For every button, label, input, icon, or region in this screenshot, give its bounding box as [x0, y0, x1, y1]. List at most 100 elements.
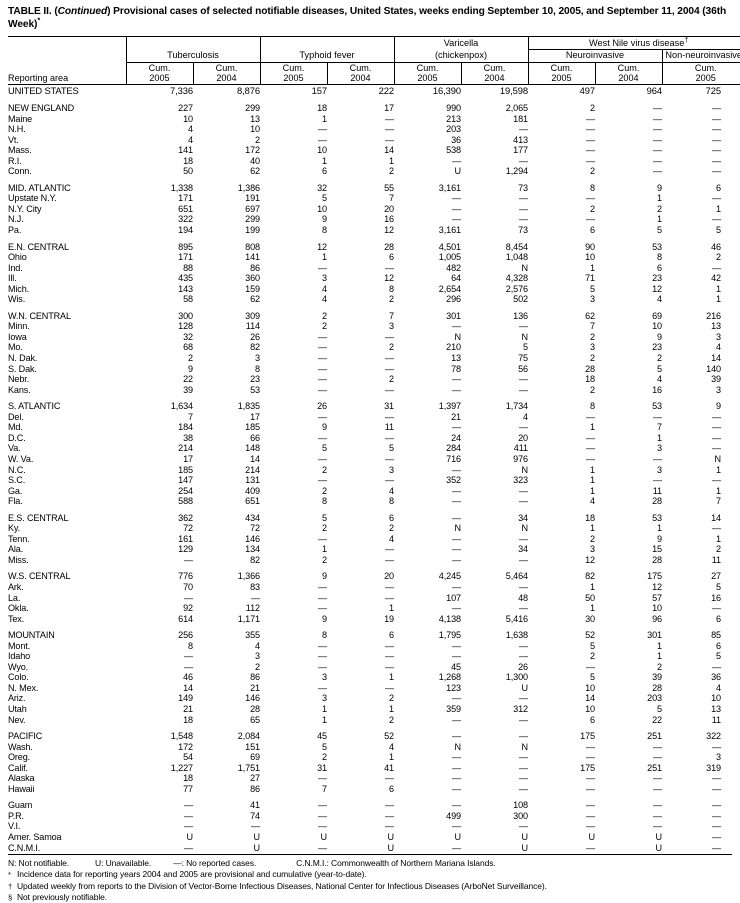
row-area-label: Ohio: [8, 252, 27, 263]
cell-varicella-cum-2005: —: [452, 464, 461, 475]
cell-tb-cum-2004: 409: [245, 485, 260, 496]
cell-wnv-neuro-cum-2004: 10: [652, 321, 662, 332]
cell-typhoid-cum-2004: 41: [384, 762, 394, 773]
cell-wnv-nonneuro-cum-2005: 14: [711, 512, 721, 523]
cell-tb-cum-2004: 82: [250, 554, 260, 565]
cell-tb-cum-2005: 50: [183, 166, 193, 177]
row-area-label: Md.: [8, 422, 23, 433]
header-year-varicella-2005: 2005: [393, 73, 461, 85]
cell-wnv-neuro-cum-2004: 11: [652, 485, 662, 496]
cell-varicella-cum-2004: —: [519, 714, 528, 725]
cell-wnv-neuro-cum-2005: —: [586, 800, 595, 811]
header-cum-varicella-2004: Cum.: [460, 62, 528, 74]
cell-tb-cum-2004: 148: [245, 443, 260, 454]
cell-wnv-nonneuro-cum-2005: 39: [711, 374, 721, 385]
title-continued: Continued: [57, 6, 108, 17]
table-row-state: Guam — 41 — — — 108 — — —: [8, 800, 740, 811]
cell-typhoid-cum-2004: —: [385, 331, 394, 342]
cell-tb-cum-2005: 185: [178, 464, 193, 475]
cell-tb-cum-2005: 46: [183, 672, 193, 683]
cell-tb-cum-2005: 70: [183, 581, 193, 592]
table-body: UNITED STATES 7,336 8,876 157 222 16,390 19,59…: [8, 84, 740, 853]
cell-wnv-neuro-cum-2004: —: [653, 800, 662, 811]
cell-wnv-neuro-cum-2004: —: [653, 752, 662, 763]
cell-wnv-neuro-cum-2004: 28: [652, 496, 662, 507]
row-area-label: Iowa: [8, 331, 27, 342]
cell-wnv-neuro-cum-2004: 251: [647, 731, 662, 742]
cell-varicella-cum-2005: 296: [446, 294, 461, 305]
header-blank-corner-2: [8, 50, 126, 63]
cell-varicella-cum-2005: 4,245: [438, 571, 461, 582]
cell-tb-cum-2005: 92: [183, 603, 193, 614]
cell-typhoid-cum-2004: —: [385, 384, 394, 395]
cell-wnv-neuro-cum-2004: 2: [657, 353, 662, 364]
cell-wnv-neuro-cum-2004: —: [653, 145, 662, 156]
cell-tb-cum-2004: 2,084: [237, 731, 260, 742]
cell-typhoid-cum-2004: —: [385, 640, 394, 651]
table-row-state: Miss. — 82 2 — — — 12 28 11: [8, 555, 740, 566]
cell-varicella-cum-2005: —: [452, 374, 461, 385]
cell-wnv-nonneuro-cum-2005: —: [712, 262, 721, 273]
cell-tb-cum-2005: 4: [188, 134, 193, 145]
cell-tb-cum-2005: 17: [183, 453, 193, 464]
cell-tb-cum-2004: 53: [250, 384, 260, 395]
cell-varicella-cum-2005: —: [452, 640, 461, 651]
cell-wnv-neuro-cum-2005: 14: [585, 693, 595, 704]
cell-typhoid-cum-2005: 1: [322, 544, 327, 555]
row-area-label: NEW ENGLAND: [8, 103, 75, 113]
cell-typhoid-cum-2004: 2: [389, 523, 394, 534]
cell-wnv-nonneuro-cum-2005: —: [712, 842, 721, 853]
cell-typhoid-cum-2004: 4: [389, 485, 394, 496]
table-row-state: N. Dak. 2 3 — — 13 75 2 2 14: [8, 353, 740, 364]
cell-typhoid-cum-2004: —: [385, 661, 394, 672]
cell-wnv-neuro-cum-2005: —: [586, 155, 595, 166]
cell-wnv-neuro-cum-2004: 28: [652, 682, 662, 693]
page-title: TABLE II. (Continued) Provisional cases …: [8, 6, 732, 31]
cell-varicella-cum-2005: 284: [446, 443, 461, 454]
cell-wnv-neuro-cum-2005: 2: [590, 353, 595, 364]
cell-typhoid-cum-2004: 2: [389, 693, 394, 704]
cell-varicella-cum-2005: 2,654: [438, 283, 461, 294]
table-row-state: Va. 214 148 5 5 284 411 — 3 —: [8, 443, 740, 454]
cell-typhoid-cum-2004: —: [385, 592, 394, 603]
cell-varicella-cum-2005: —: [452, 422, 461, 433]
cell-varicella-cum-2004: 5: [523, 342, 528, 353]
row-area-label: Idaho: [8, 651, 31, 662]
cell-typhoid-cum-2005: 7: [322, 783, 327, 794]
cell-tb-cum-2004: 808: [245, 241, 260, 252]
table-row-state: Kans. 39 53 — — — — 2 16 3: [8, 385, 740, 396]
cell-wnv-neuro-cum-2005: 6: [590, 225, 595, 236]
cell-varicella-cum-2004: 1,638: [505, 630, 528, 641]
cell-varicella-cum-2005: —: [452, 485, 461, 496]
cell-tb-cum-2004: 112: [245, 603, 260, 614]
row-area-label: W. Va.: [8, 453, 34, 464]
cell-wnv-neuro-cum-2005: 1: [590, 475, 595, 486]
cell-tb-cum-2005: 38: [183, 432, 193, 443]
cell-wnv-neuro-cum-2005: —: [586, 752, 595, 763]
cell-varicella-cum-2005: —: [452, 752, 461, 763]
cell-wnv-neuro-cum-2005: 1: [590, 581, 595, 592]
cell-typhoid-cum-2004: 20: [384, 571, 394, 582]
cell-tb-cum-2005: 22: [183, 374, 193, 385]
cell-typhoid-cum-2004: 2: [389, 294, 394, 305]
cell-varicella-cum-2004: 300: [513, 810, 528, 821]
cell-typhoid-cum-2005: 26: [317, 401, 327, 412]
row-area-label: Utah: [8, 703, 27, 714]
table-row-state: Amer. Samoa U U U U U U U U —: [8, 832, 740, 843]
cell-typhoid-cum-2005: 157: [311, 84, 327, 96]
cell-varicella-cum-2005: —: [452, 512, 461, 523]
cell-varicella-cum-2005: 24: [451, 432, 461, 443]
cell-typhoid-cum-2005: —: [318, 810, 327, 821]
cell-varicella-cum-2005: —: [452, 581, 461, 592]
cell-tb-cum-2005: 322: [178, 214, 193, 225]
table-row-state: Ariz. 149 146 3 2 — — 14 203 10: [8, 693, 740, 704]
cell-typhoid-cum-2004: —: [385, 475, 394, 486]
cell-wnv-nonneuro-cum-2005: 11: [711, 714, 721, 725]
cell-typhoid-cum-2005: 4: [322, 294, 327, 305]
row-area-label: Ala.: [8, 544, 24, 555]
cell-tb-cum-2004: 697: [245, 203, 260, 214]
header-cum-neuro-2004: Cum.: [594, 62, 662, 74]
header-cum-tb-2005: Cum.: [125, 62, 193, 74]
cell-tb-cum-2005: 128: [178, 321, 193, 332]
cell-wnv-neuro-cum-2004: —: [653, 741, 662, 752]
